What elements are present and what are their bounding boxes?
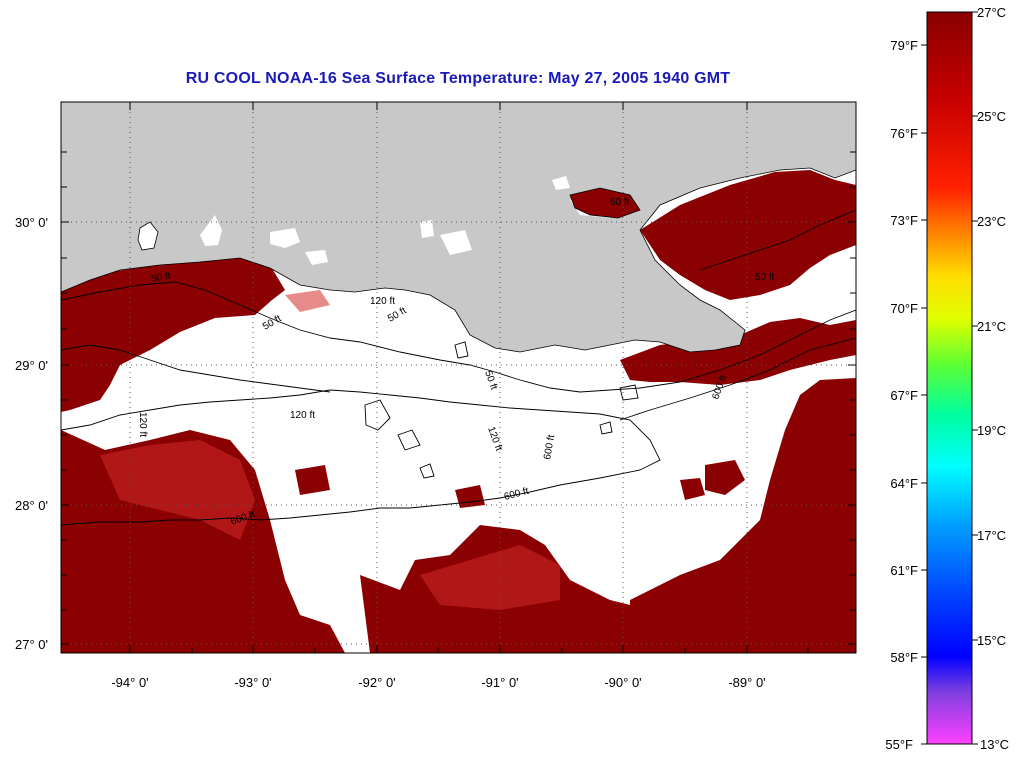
contour-label: 50 ft	[151, 271, 172, 285]
sst-mid-patches	[100, 290, 560, 610]
lat-label: 30° 0'	[15, 215, 48, 230]
land-mass	[61, 102, 856, 353]
colorbar	[926, 11, 973, 745]
cbar-f-label: 64°F	[890, 476, 918, 491]
cbar-c-label: 25°C	[977, 109, 1006, 124]
lon-label: -93° 0'	[234, 675, 271, 690]
contour-label: 50 ft	[610, 197, 630, 208]
cbar-f-label: 58°F	[890, 650, 918, 665]
cbar-f-label: 55°F	[885, 737, 913, 752]
contour-label: 120 ft	[137, 412, 148, 437]
colorbar-fahrenheit-labels: 79°F 76°F 73°F 70°F 67°F 64°F 61°F 58°F …	[885, 38, 918, 752]
lon-label: -94° 0'	[111, 675, 148, 690]
cbar-f-label: 61°F	[890, 563, 918, 578]
cbar-f-label: 79°F	[890, 38, 918, 53]
map-frame	[60, 101, 857, 654]
lake-pontchartrain	[569, 187, 641, 219]
cbar-c-label: 15°C	[977, 633, 1006, 648]
cbar-f-label: 73°F	[890, 213, 918, 228]
contour-label: 50 ft	[755, 272, 775, 283]
colorbar-ticks	[921, 11, 978, 745]
lon-label: -91° 0'	[481, 675, 518, 690]
cbar-c-label: 23°C	[977, 214, 1006, 229]
contour-label: 120 ft	[290, 410, 315, 421]
lon-label: -89° 0'	[728, 675, 765, 690]
lon-label: -90° 0'	[604, 675, 641, 690]
colorbar-celsius-labels: 27°C 25°C 23°C 21°C 19°C 17°C 15°C 13°C	[977, 5, 1009, 752]
lat-label: 29° 0'	[15, 358, 48, 373]
cbar-c-label: 27°C	[977, 5, 1006, 20]
coastal-lake	[137, 221, 159, 251]
lat-label: 27° 0'	[15, 637, 48, 652]
cbar-c-label: 21°C	[977, 319, 1006, 334]
graticule	[61, 102, 856, 653]
contour-label: 120 ft	[370, 296, 395, 307]
bathymetry-contours	[61, 209, 856, 526]
cbar-f-label: 70°F	[890, 301, 918, 316]
map-title: RU COOL NOAA-16 Sea Surface Temperature:…	[185, 70, 731, 87]
cbar-f-label: 76°F	[890, 126, 918, 141]
lon-label: -92° 0'	[358, 675, 395, 690]
cbar-f-label: 67°F	[890, 388, 918, 403]
cbar-c-label: 17°C	[977, 528, 1006, 543]
cbar-c-label: 19°C	[977, 423, 1006, 438]
latitude-labels: 30° 0' 29° 0' 28° 0' 27° 0'	[15, 215, 48, 652]
longitude-labels: -94° 0' -93° 0' -92° 0' -91° 0' -90° 0' …	[111, 675, 765, 690]
lat-label: 28° 0'	[15, 498, 48, 513]
contour-label: 600 ft	[542, 434, 557, 461]
cbar-c-label: 13°C	[980, 737, 1009, 752]
axis-ticks	[61, 102, 856, 653]
